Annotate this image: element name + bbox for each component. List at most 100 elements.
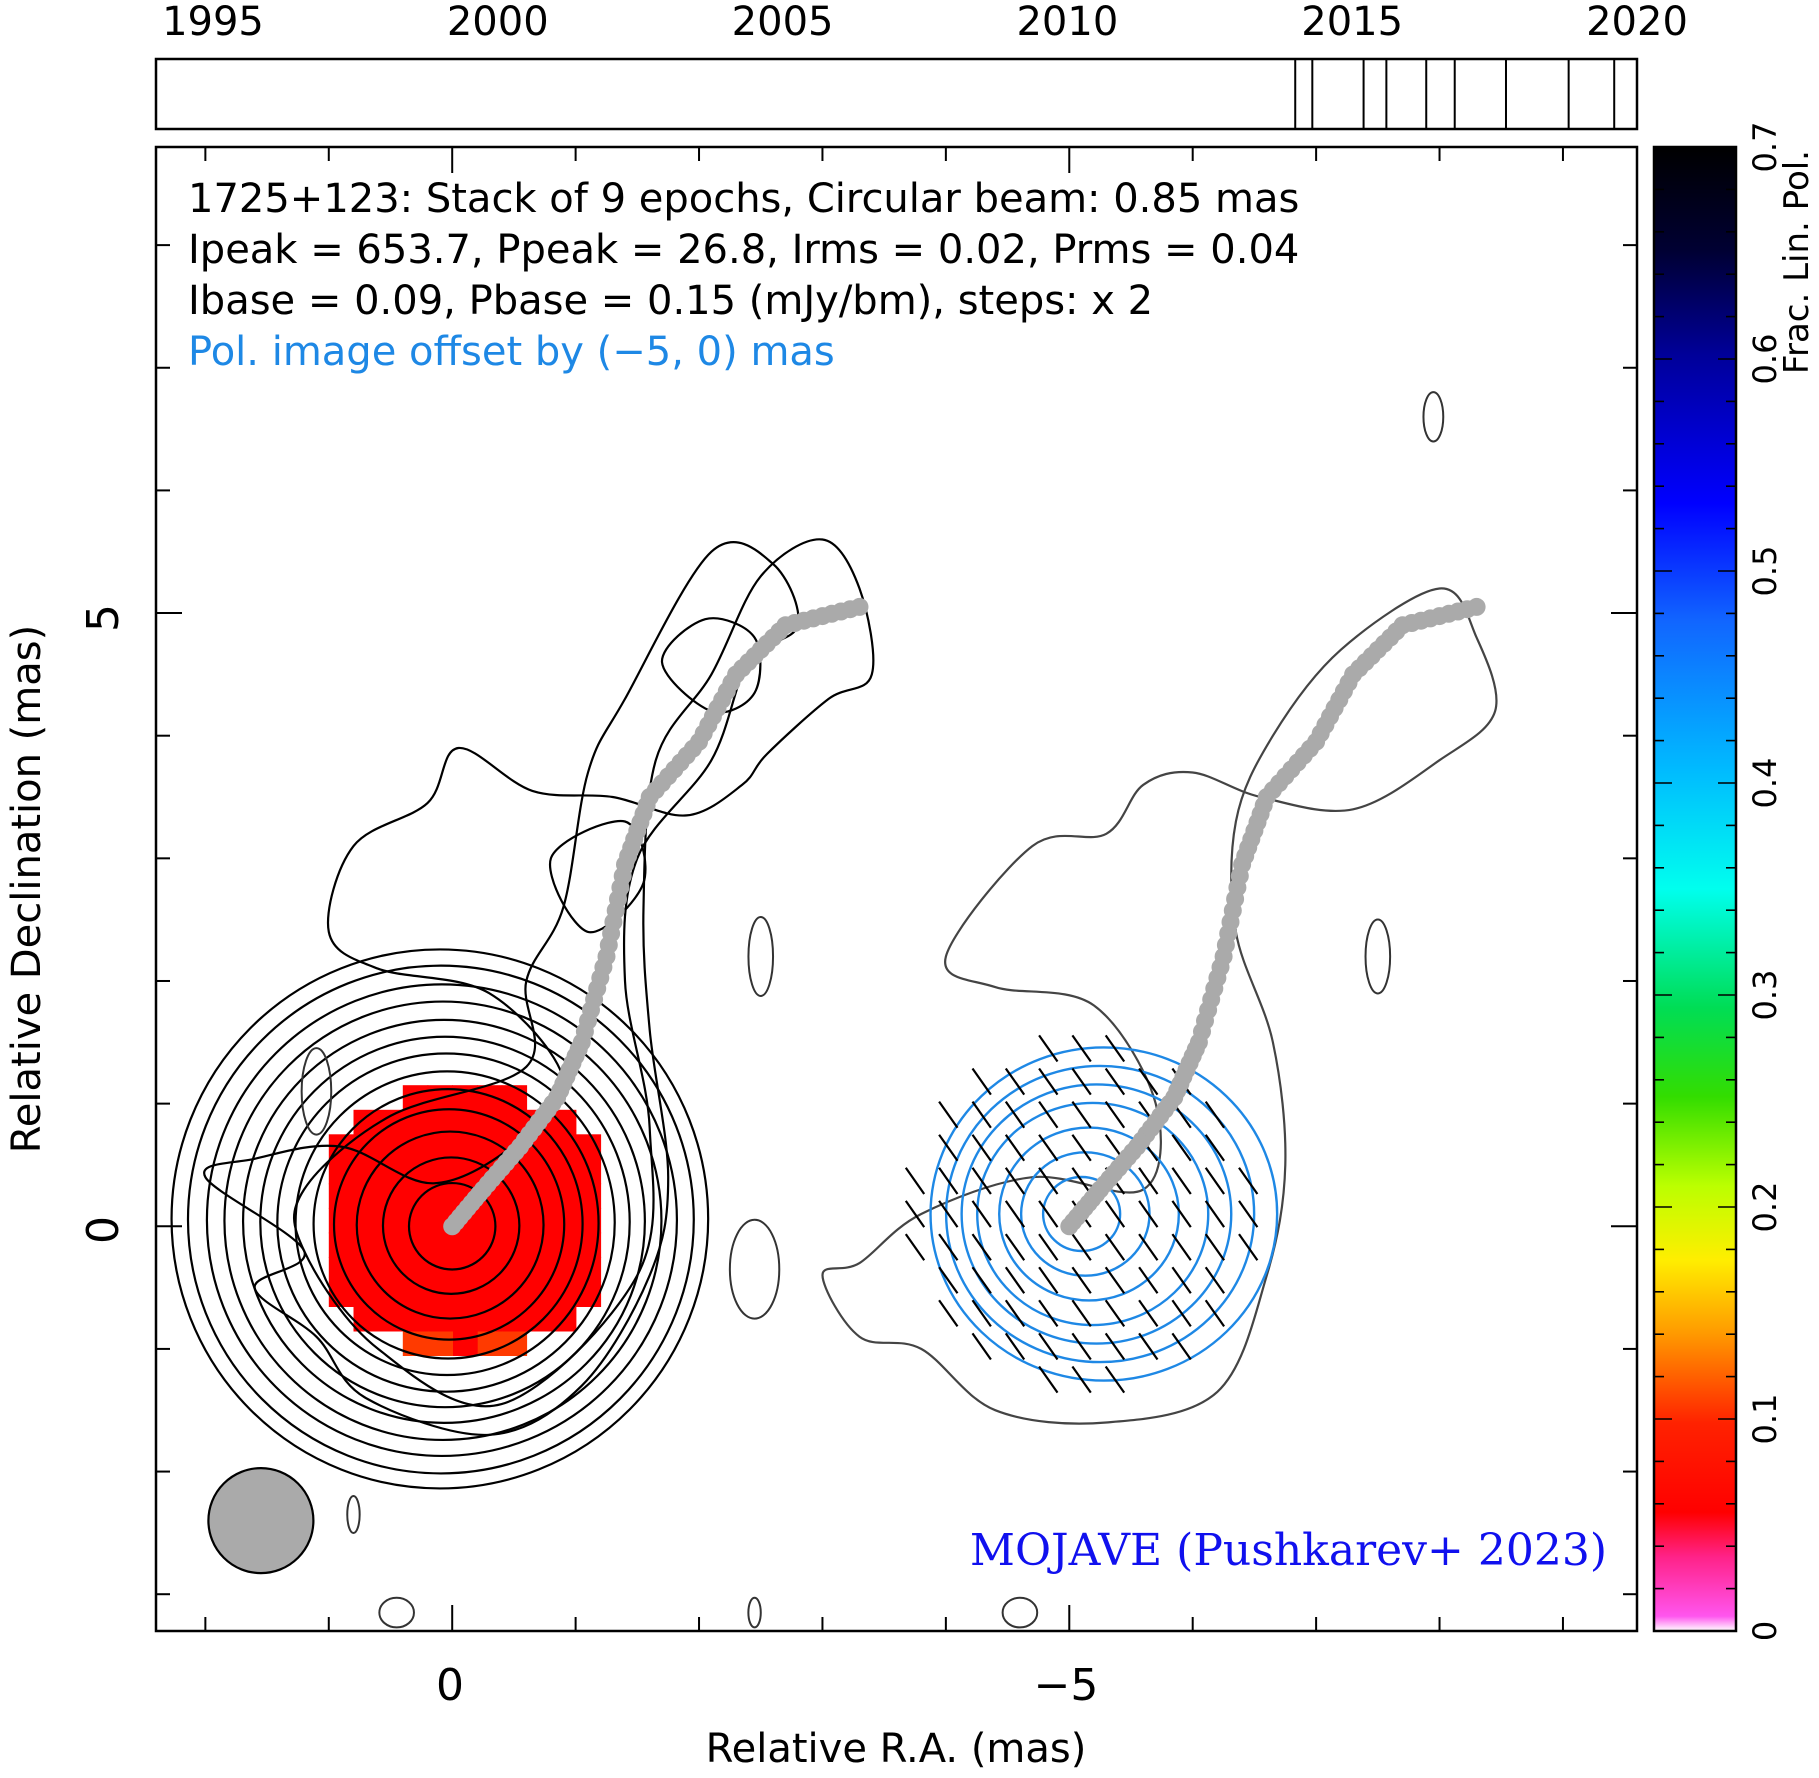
evpa-tick [1071,1233,1092,1261]
timeline-label-1: 2000 [447,0,549,45]
evpa-tick [1238,1200,1259,1228]
frac-pol-pixel [501,1183,528,1209]
y-axis-label: Relative Declination (mas) [4,625,50,1153]
frac-pol-pixel [427,1183,453,1209]
evpa-tick [1071,1266,1092,1294]
info-line-2: Ipeak = 653.7, Ppeak = 26.8, Irms = 0.02… [188,227,1299,273]
i-contour-circle-7 [259,1035,631,1409]
beam-ellipse [207,1467,315,1575]
credit-label: MOJAVE (Pushkarev+ 2023) [970,1525,1607,1576]
i-contour-3 [660,617,762,714]
evpa-tick [1138,1266,1159,1294]
pol-contour-6 [929,1046,1279,1382]
frac-pol-pixel [427,1330,453,1356]
frac-pol-pixel [328,1207,355,1234]
evpa-tick [1204,1233,1225,1261]
evpa-tick [971,1200,992,1228]
evpa-tick [1171,1233,1192,1261]
frac-pol-pixel [402,1281,429,1307]
evpa-tick [1104,1100,1126,1129]
evpa-tick [1038,1266,1059,1294]
evpa-tick [1104,1332,1126,1361]
frac-pol-pixel [452,1232,478,1258]
evpa-tick [1038,1134,1059,1162]
evpa-tick [971,1067,992,1096]
evpa-tick [1138,1067,1159,1096]
minor-contour-4 [1422,391,1445,443]
i-contour-circle-9 [223,1000,663,1442]
evpa-tick [1138,1299,1159,1328]
evpa-tick [1138,1167,1159,1195]
y-tick-label-1: 0 [78,1216,129,1244]
evpa-tick [1004,1266,1026,1294]
evpa-tick [1004,1100,1026,1129]
timeline-label-2: 2005 [732,0,834,45]
jet-ridge-line [443,597,1486,1236]
colorbar-tick-label-7: 0.7 [1746,122,1784,173]
frac-pol-pixel [526,1256,552,1283]
evpa-tick [1104,1034,1126,1063]
evpa-tick [1004,1332,1026,1361]
evpa-tick [1004,1167,1026,1195]
frac-pol-pixel [353,1183,379,1209]
timeline-label-4: 2015 [1301,0,1403,45]
evpa-tick [1238,1233,1259,1261]
evpa-tick [938,1233,959,1261]
minor-contour-8 [1001,1596,1039,1629]
evpa-tick [971,1134,992,1162]
timeline-label-5: 2020 [1586,0,1688,45]
evpa-tick [971,1100,992,1129]
map-panel: 1725+123: Stack of 9 epochs, Circular be… [4,145,1639,1772]
frac-pol-pixel [452,1330,478,1356]
colorbar-tick-label-1: 0.1 [1746,1394,1784,1445]
i-contour-circle-11 [186,964,695,1475]
frac-pol-pixel [328,1158,355,1185]
pol-total-contour-0 [821,587,1498,1425]
evpa-tick [1104,1233,1126,1261]
pol-contour-5 [944,1064,1256,1364]
frac-pol-pixel [427,1134,453,1160]
timeline-frame [154,57,1639,131]
evpa-tick [1071,1332,1092,1361]
colorbar-tick-label-6: 0.6 [1746,334,1784,385]
frac-pol-pixel [328,1183,355,1209]
evpa-tick [1204,1134,1225,1162]
evpa-tick [1004,1233,1026,1261]
evpa-tick [1038,1034,1059,1063]
evpa-tick [1071,1034,1092,1063]
i-contour-circle-0 [407,1181,497,1271]
frac-pol-pixel [402,1306,429,1332]
x-tick-label-1: −5 [1034,1660,1099,1711]
frac-pol-pixel [476,1232,503,1258]
colorbar-tick-label-4: 0.4 [1746,758,1784,809]
minor-contour-0 [300,1047,333,1136]
frac-pol-pixel [452,1134,478,1160]
evpa-tick [971,1299,992,1328]
info-line-3: Ibase = 0.09, Pbase = 0.15 (mJy/bm), ste… [188,278,1153,324]
evpa-tick [1204,1200,1226,1228]
evpa-tick [1204,1100,1225,1129]
timeline-label-3: 2010 [1016,0,1118,45]
evpa-tick [1071,1299,1092,1328]
frac-pol-pixel [476,1207,503,1234]
frac-pol-pixel [328,1256,355,1283]
evpa-tick [1038,1299,1059,1328]
i-contour-circle-6 [276,1052,616,1393]
frac-pol-pixel [575,1281,602,1307]
colorbar-label: Frac. Lin. Pol. [1777,150,1817,374]
evpa-tick [1038,1365,1059,1394]
evpa-tick [971,1266,992,1294]
evpa-tick [1004,1134,1026,1162]
i-contour-circle-12 [170,948,710,1490]
evpa-tick [1071,1067,1092,1096]
evpa-tick [938,1167,959,1195]
polarized-intensity-contours [821,587,1498,1425]
frac-pol-pixel [402,1085,429,1111]
evpa-tick [904,1167,926,1195]
y-tick-label-0: 5 [78,604,129,632]
frac-pol-pixel [427,1232,453,1258]
evpa-tick [1138,1200,1159,1228]
frac-pol-pixel [353,1306,379,1332]
evpa-ticks [904,1034,1259,1394]
evpa-tick [1138,1233,1159,1261]
